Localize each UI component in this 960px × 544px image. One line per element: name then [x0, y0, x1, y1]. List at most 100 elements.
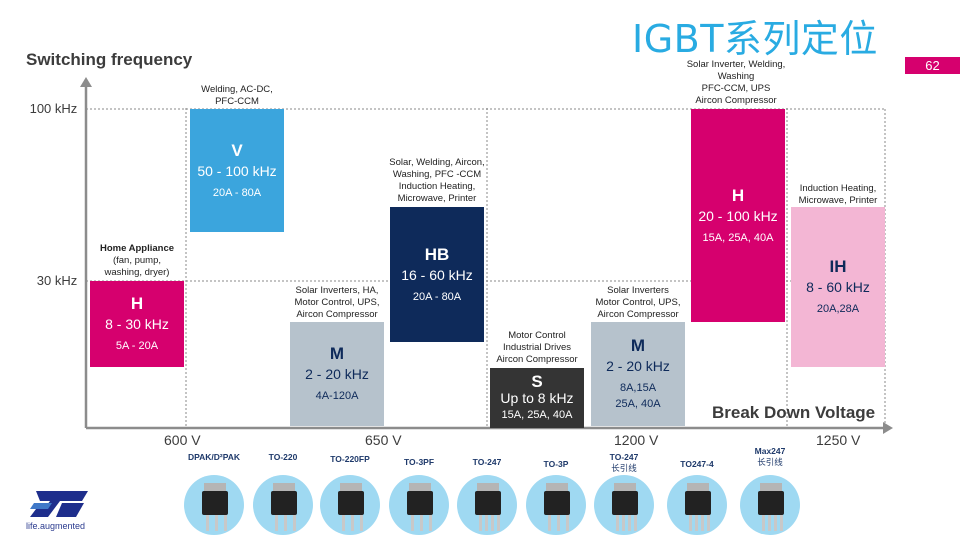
series-current: 15A, 25A, 40A	[702, 231, 774, 244]
x-tick-label: 650 V	[365, 432, 402, 448]
annotation-line: Welding, AC-DC,	[201, 84, 273, 95]
dpak-package-icon	[184, 475, 244, 535]
x-tick-label: 1200 V	[614, 432, 659, 448]
package-body	[685, 491, 711, 515]
package-pin	[707, 515, 710, 531]
package-pin	[557, 515, 560, 531]
series-annotation: Induction Heating, Microwave, Printer	[799, 183, 878, 207]
annotation-heading: Home Appliance	[99, 243, 175, 254]
package-name: TO-247	[609, 452, 639, 462]
package-pin	[774, 515, 777, 531]
max247-package-icon	[740, 475, 800, 535]
series-current: 15A, 25A, 40A	[501, 408, 573, 421]
series-code: HB	[424, 244, 450, 264]
package-name: TO-247	[472, 457, 502, 467]
package-tab	[204, 483, 226, 493]
series-box-ih: IH 8 - 60 kHz 20A,28A	[791, 207, 885, 367]
package-body	[338, 491, 364, 515]
package-note: 长引线	[757, 457, 783, 467]
package-tab	[687, 483, 709, 493]
package-tab	[273, 483, 295, 493]
package-pin	[351, 515, 354, 531]
series-box-m: M 2 - 20 kHz 4A-120A	[290, 322, 384, 426]
package-name: TO-3PF	[403, 457, 435, 467]
series-box-h: H 8 - 30 kHz 5A - 20A	[90, 281, 184, 367]
package-pin	[284, 515, 287, 531]
series-annotation: Solar Inverters, HA, Motor Control, UPS, A…	[295, 285, 380, 321]
x-axis-arrow	[883, 422, 893, 434]
series-annotation: Motor Control Industrial Drives Aircon Com…	[496, 330, 577, 366]
package-pin	[566, 515, 569, 531]
annotation-line: Microwave, Printer	[397, 193, 477, 204]
series-current: 5A - 20A	[115, 340, 159, 352]
package-pin	[768, 515, 771, 531]
package-tab	[614, 483, 636, 493]
package-name: TO-220	[268, 452, 298, 462]
package-name: TO-220FP	[330, 454, 370, 464]
to247-long-lead-package-icon	[594, 475, 654, 535]
annotation-line: Washing, PFC -CCM	[392, 169, 482, 180]
series-code: V	[231, 140, 243, 160]
package-pin	[224, 515, 227, 531]
series-current: 20A - 80A	[212, 186, 262, 199]
series-frequency: Up to 8 kHz	[500, 389, 574, 406]
package-pin	[360, 515, 363, 531]
y-axis-arrow	[80, 77, 92, 87]
package-pin	[616, 515, 619, 531]
package-body	[202, 491, 228, 515]
annotation-line: Washing	[717, 71, 755, 82]
series-code: IH	[829, 257, 847, 276]
package-body	[407, 491, 433, 515]
annotation-line: Solar, Welding, Aircon,	[389, 157, 485, 168]
package-tab	[477, 483, 499, 493]
package-label: TO-247	[473, 457, 502, 468]
package-label: TO-220FP	[330, 454, 370, 465]
series-frequency: 2 - 20 kHz	[606, 358, 670, 374]
series-frequency: 8 - 60 kHz	[806, 279, 870, 295]
package-pin	[634, 515, 637, 531]
package-pin	[215, 515, 218, 531]
series-annotation: Solar Inverter, Welding, Washing PFC-CCM, …	[687, 59, 786, 107]
package-label: TO-247 长引线	[610, 452, 639, 474]
series-current: 8A,15A	[619, 382, 657, 394]
annotation-line: Aircon Compressor	[496, 354, 578, 365]
package-body	[271, 491, 297, 515]
logo-tagline: life.augmented	[26, 521, 86, 531]
package-pin	[628, 515, 631, 531]
series-annotation: Home Appliance (fan, pump, washing, dryer)	[100, 243, 174, 279]
package-pin	[701, 515, 704, 531]
package-pin	[780, 515, 783, 531]
package-pin	[293, 515, 296, 531]
package-pin	[429, 515, 432, 531]
series-code: H	[731, 185, 745, 205]
annotation-line: Aircon Compressor	[296, 309, 378, 320]
y-axis-title: Switching frequency	[26, 50, 193, 69]
package-label: Max247 长引线	[755, 446, 786, 468]
series-annotation: Solar, Welding, Aircon, Washing, PFC -CCM…	[389, 157, 484, 205]
series-code: H	[130, 294, 144, 313]
series-frequency: 16 - 60 kHz	[401, 266, 473, 283]
series-box-hb: HB 16 - 60 kHz 20A - 80A	[390, 207, 484, 342]
series-frequency: 8 - 30 kHz	[105, 316, 169, 332]
series-code: M	[329, 344, 345, 363]
annotation-line: PFC-CCM, UPS	[701, 83, 771, 94]
to247-package-icon	[457, 475, 517, 535]
package-label: TO-3PF	[404, 457, 434, 468]
annotation-line: Solar Inverter, Welding,	[686, 59, 786, 70]
series-annotation: Welding, AC-DC, PFC-CCM	[201, 84, 273, 108]
y-tick-label: 30 kHz	[36, 273, 78, 288]
package-pin	[342, 515, 345, 531]
package-label: TO247-4	[680, 459, 713, 470]
annotation-line: PFC-CCM	[215, 96, 259, 107]
package-name: Max247	[754, 446, 786, 456]
package-body	[612, 491, 638, 515]
series-code: M	[630, 336, 646, 355]
annotation-line: Solar Inverters, HA,	[295, 285, 379, 296]
page-number: 62	[905, 57, 960, 74]
package-label: DPAK/D²PAK	[188, 452, 240, 463]
package-pin	[491, 515, 494, 531]
series-frequency: 2 - 20 kHz	[305, 366, 369, 382]
annotation-line: Motor Control, UPS,	[595, 297, 681, 308]
package-pin	[695, 515, 698, 531]
package-tab	[760, 483, 782, 493]
